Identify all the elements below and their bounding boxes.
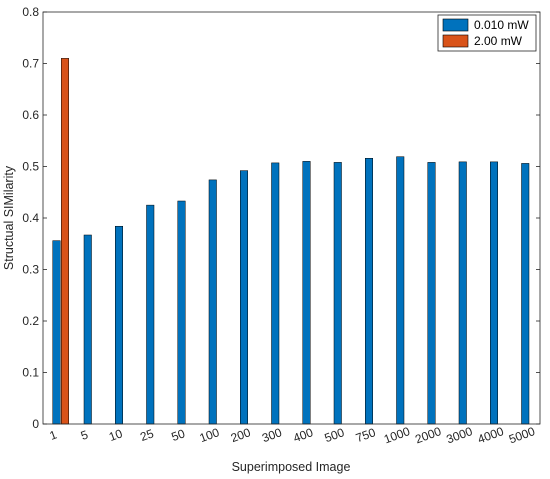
x-tick-label: 5 — [79, 427, 90, 443]
x-tick-label: 2000 — [413, 424, 443, 446]
x-tick-label: 500 — [323, 425, 347, 445]
bar-series-1-750 — [365, 158, 373, 425]
x-tick-labels: 1 5 10 25 50 100 200 300 400 500 750 1000 2000 3000 40… — [48, 424, 538, 446]
y-tick-label: 0.2 — [22, 314, 39, 328]
x-tick-label: 1000 — [382, 424, 412, 446]
bar-series-2-1 — [61, 58, 69, 425]
bar-series-1-4000 — [490, 161, 498, 425]
plot-area — [43, 12, 540, 424]
x-tick-label: 10 — [107, 426, 125, 444]
legend: 0.010 mW 2.00 mW — [437, 14, 537, 52]
bar-series-1-5 — [83, 234, 92, 425]
bar-series-1-1 — [52, 240, 61, 425]
bar-series-1-10 — [115, 225, 123, 425]
bar-series-1-3000 — [458, 161, 467, 425]
y-tick-label: 0 — [32, 417, 39, 431]
x-tick-label: 50 — [169, 426, 187, 444]
x-tick-label: 100 — [198, 425, 222, 445]
bar-series-1-100 — [208, 179, 217, 425]
x-tick-label: 5000 — [507, 424, 537, 446]
x-tick-label: 400 — [291, 425, 315, 445]
legend-swatch-series-2 — [442, 34, 469, 48]
bars — [52, 58, 530, 425]
x-tick-label: 1 — [48, 427, 59, 443]
y-tick-label: 0.5 — [22, 160, 39, 174]
x-axis-title: Superimposed Image — [232, 460, 351, 474]
legend-label-series-2: 2.00 mW — [474, 34, 523, 48]
x-tick-label: 200 — [229, 425, 253, 445]
bar-series-1-300 — [271, 162, 280, 425]
x-tick-label: 25 — [138, 426, 156, 444]
x-tick-label: 3000 — [444, 424, 474, 446]
legend-swatch-series-1 — [442, 18, 469, 32]
bar-series-1-500 — [333, 162, 342, 425]
y-tick-label: 0.4 — [22, 211, 39, 225]
bar-series-1-200 — [240, 170, 248, 425]
bar-series-1-25 — [146, 204, 155, 425]
bar-series-1-1000 — [396, 156, 405, 425]
y-tick-label: 0.8 — [22, 5, 39, 19]
legend-label-series-1: 0.010 mW — [474, 18, 529, 32]
plot-frame — [42, 11, 541, 425]
y-tick-labels: 0 0.1 0.2 0.3 0.4 0.5 0.6 0.7 0.8 — [22, 5, 39, 431]
x-tick-label: 4000 — [476, 424, 506, 446]
bar-series-1-50 — [177, 200, 186, 425]
x-tick-label: 300 — [260, 425, 284, 445]
bar-series-1-5000 — [521, 163, 530, 425]
bar-series-1-400 — [302, 161, 311, 425]
y-tick-label: 0.6 — [22, 108, 39, 122]
bar-series-1-2000 — [427, 162, 436, 425]
y-tick-label: 0.3 — [22, 263, 39, 277]
y-axis-title: Structual SIMilarity — [2, 165, 16, 270]
y-tick-label: 0.7 — [22, 57, 39, 71]
x-tick-label: 750 — [354, 425, 378, 445]
y-tick-label: 0.1 — [22, 366, 39, 380]
